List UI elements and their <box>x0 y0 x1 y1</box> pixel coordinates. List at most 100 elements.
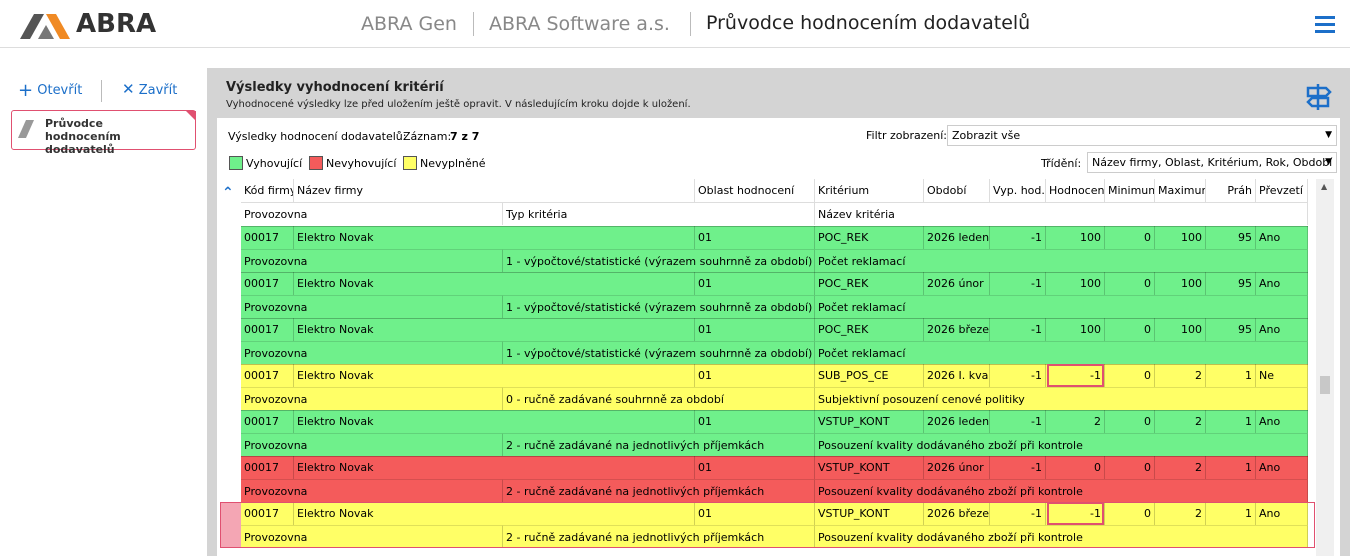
cell: 2026 leden <box>924 226 990 249</box>
cell: 01 <box>695 318 815 341</box>
row-header[interactable] <box>220 410 241 456</box>
cell: 2 - ručně zadávané na jednotlivých příje… <box>503 525 815 548</box>
separator <box>101 80 102 102</box>
row-header[interactable] <box>220 502 241 548</box>
sort-label: Třídění: <box>1041 157 1082 170</box>
company-name: ABRA Software a.s. <box>489 13 670 35</box>
cell: 100 <box>1155 272 1206 295</box>
cell: 00017 <box>241 456 294 479</box>
cell: Posouzení kvality dodávaného zboží při k… <box>815 525 1308 548</box>
column-header[interactable]: Převzetí <box>1256 179 1308 202</box>
cell: Elektro Novak <box>294 272 695 295</box>
cell: 2 <box>1155 502 1206 525</box>
row-header[interactable] <box>220 272 241 318</box>
column-header[interactable]: Období <box>924 179 990 202</box>
cell: Počet reklamací <box>815 295 1308 318</box>
column-header[interactable]: Hodnocení <box>1046 179 1105 202</box>
cell: 1 <box>1206 410 1256 433</box>
cell: Ano <box>1256 410 1308 433</box>
cell: 2 <box>1046 410 1105 433</box>
cell: 00017 <box>241 364 294 387</box>
close-button[interactable]: ✕ Zavřít <box>122 80 178 98</box>
filter-value: Zobrazit vše <box>952 129 1021 142</box>
wizard-tab[interactable]: Průvodce hodnocením dodavatelů <box>11 110 196 156</box>
cell: Elektro Novak <box>294 364 695 387</box>
cell: 0 <box>1105 226 1155 249</box>
column-header[interactable]: Vyp. hod. <box>990 179 1046 202</box>
legend-label: Vyhovující <box>246 157 303 170</box>
column-header[interactable]: Práh <box>1206 179 1256 202</box>
row-header[interactable] <box>220 456 241 502</box>
filter-label: Filtr zobrazení: <box>866 129 947 142</box>
cell: Elektro Novak <box>294 410 695 433</box>
row[interactable] <box>241 272 1308 318</box>
cell: -1 <box>990 456 1046 479</box>
column-header[interactable]: Název firmy <box>294 179 695 202</box>
column-header[interactable]: Kritérium <box>815 179 924 202</box>
row[interactable] <box>241 456 1308 502</box>
row-header[interactable] <box>220 226 241 272</box>
summary-label: Výsledky hodnocení dodavatelů: <box>228 130 407 143</box>
cell: 95 <box>1206 226 1256 249</box>
selection-outline <box>220 502 1315 548</box>
column-header[interactable]: Typ kritéria <box>503 202 815 225</box>
cell: 01 <box>695 272 815 295</box>
row-header[interactable] <box>220 364 241 410</box>
legend-swatch <box>309 156 323 170</box>
legend-swatch <box>229 156 243 170</box>
cell: 0 <box>1105 318 1155 341</box>
cell: Posouzení kvality dodávaného zboží při k… <box>815 433 1308 456</box>
cell: Ano <box>1256 502 1308 525</box>
column-header[interactable]: Název kritéria <box>815 202 1308 225</box>
scroll-thumb[interactable] <box>1320 376 1330 394</box>
close-label: Zavřít <box>138 83 178 98</box>
cell: 0 <box>1105 272 1155 295</box>
column-header[interactable]: Minimum <box>1105 179 1155 202</box>
panel-subtitle: Vyhodnocené výsledky lze před uložením j… <box>226 99 691 110</box>
cell: VSTUP_KONT <box>815 502 924 525</box>
row[interactable] <box>241 410 1308 456</box>
cell: POC_REK <box>815 318 924 341</box>
logo-text: ABRA <box>76 9 157 39</box>
cell: Provozovna <box>241 341 503 364</box>
cell: Elektro Novak <box>294 226 695 249</box>
cell: 2026 březen <box>924 318 990 341</box>
filter-select[interactable]: Zobrazit vše ▼ <box>947 125 1337 146</box>
cell: 1 - výpočtové/statistické (výrazem souhr… <box>503 341 815 364</box>
cell: POC_REK <box>815 226 924 249</box>
rating-flag <box>1047 502 1104 525</box>
cell: 0 <box>1105 364 1155 387</box>
separator <box>690 12 691 36</box>
cell: -1 <box>1046 502 1105 525</box>
separator <box>473 12 474 36</box>
cell: Ano <box>1256 272 1308 295</box>
cell: SUB_POS_CE <box>815 364 924 387</box>
cell: Elektro Novak <box>294 456 695 479</box>
tab-icon <box>18 120 34 138</box>
cell: 100 <box>1046 272 1105 295</box>
cell: 00017 <box>241 410 294 433</box>
cell: 00017 <box>241 226 294 249</box>
column-header[interactable]: Kód firmy <box>241 179 294 202</box>
menu-button[interactable] <box>1315 15 1335 33</box>
column-header[interactable]: Oblast hodnocení <box>695 179 815 202</box>
cell: 100 <box>1046 226 1105 249</box>
cell: 01 <box>695 502 815 525</box>
scrollbar[interactable]: ▲ <box>1316 179 1334 556</box>
guide-icon[interactable] <box>1302 80 1334 112</box>
row[interactable] <box>241 364 1308 410</box>
row[interactable] <box>241 226 1308 272</box>
sort-select[interactable]: Název firmy, Oblast, Kritérium, Rok, Obd… <box>1087 152 1337 173</box>
collapse-button[interactable]: ⌃ <box>222 185 234 201</box>
column-header[interactable]: Provozovna <box>241 202 503 225</box>
column-header[interactable]: Maximum <box>1155 179 1206 202</box>
row[interactable] <box>241 318 1308 364</box>
cell: 00017 <box>241 272 294 295</box>
open-button[interactable]: + Otevřít <box>18 80 83 101</box>
cell: 01 <box>695 456 815 479</box>
row-header[interactable] <box>220 318 241 364</box>
cell: 2 <box>1155 456 1206 479</box>
panel-title: Výsledky vyhodnocení kritérií <box>226 80 444 95</box>
cell: 0 <box>1105 410 1155 433</box>
